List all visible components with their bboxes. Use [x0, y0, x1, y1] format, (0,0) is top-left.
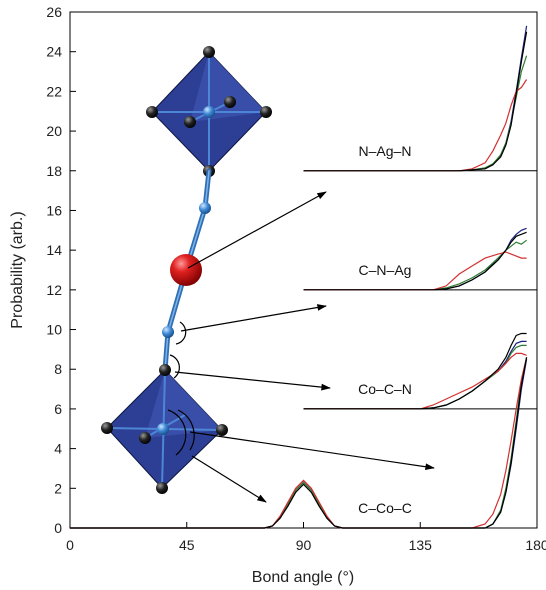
panel-label-c-n-ag: C–N–Ag [359, 262, 412, 278]
panel-label-co-c-n: Co–C–N [358, 381, 412, 397]
nitrogen-atom [199, 202, 211, 214]
silver-atom [170, 254, 202, 286]
y-axis-title: Probability (arb.) [9, 211, 26, 328]
y-tick-label: 24 [46, 44, 62, 60]
arrow-to-c-co-c-high [189, 431, 435, 471]
carbon-atom [184, 116, 196, 128]
angle-arc-c-co-c [177, 409, 195, 451]
y-tick-label: 22 [46, 83, 62, 99]
x-tick-label: 135 [409, 537, 433, 553]
angle-arc-c-n-ag [175, 321, 187, 345]
x-tick-label: 90 [296, 537, 312, 553]
y-tick-label: 6 [54, 401, 62, 417]
panel-labels: N–Ag–N C–N–Ag Co–C–N C–Co–C [358, 143, 412, 516]
y-tick-label: 14 [46, 242, 62, 258]
carbon-atom [224, 96, 236, 108]
carbon-atom [203, 46, 215, 58]
carbon-atom [159, 364, 171, 376]
y-tick-label: 26 [46, 4, 62, 20]
carbon-atom [216, 424, 228, 436]
y-tick-label: 16 [46, 202, 62, 218]
series-line-panel-2 [303, 344, 527, 410]
series-line-panel-0 [303, 79, 528, 172]
arrow-to-c-co-c-low [191, 455, 267, 503]
panel-label-n-ag-n: N–Ag–N [359, 143, 412, 159]
carbon-atom [260, 106, 272, 118]
series-line-panel-1 [303, 239, 527, 291]
series-line-panel-2 [303, 352, 527, 410]
series-line-panel-0 [303, 55, 528, 172]
y-tick-label: 20 [46, 123, 62, 139]
y-tick-label: 10 [46, 322, 62, 338]
data-series [70, 25, 528, 529]
arrow-to-c-n-ag [180, 304, 327, 332]
x-tick-label: 45 [179, 537, 195, 553]
angle-arc-co-c-n [169, 354, 180, 379]
series-line-panel-1 [303, 251, 527, 291]
arrow-to-co-c-n [174, 371, 331, 391]
carbon-atom [139, 432, 151, 444]
angle-arc-c-co-c [167, 409, 187, 456]
y-tick-label: 18 [46, 163, 62, 179]
series-line-panel-2 [303, 332, 527, 410]
arrow-to-n-ag-n [187, 191, 327, 269]
molecule-illustration [101, 46, 435, 503]
series-line-panel-1 [303, 227, 527, 291]
y-tick-label: 8 [54, 361, 62, 377]
series-line-panel-0 [303, 31, 528, 172]
y-tick-label: 12 [46, 282, 62, 298]
cobalt-atom [157, 423, 169, 435]
series-line-panel-3 [70, 357, 528, 529]
panel-label-c-co-c: C–Co–C [358, 500, 412, 516]
y-tick-label: 2 [54, 480, 62, 496]
carbon-atom [101, 422, 113, 434]
series-line-panel-1 [303, 231, 527, 291]
x-tick-label: 0 [66, 537, 74, 553]
cobalt-atom [203, 106, 215, 118]
y-tick-label: 0 [54, 520, 62, 536]
nitrogen-atom [162, 326, 174, 338]
x-axis-title: Bond angle (°) [252, 569, 354, 586]
y-tick-label: 4 [54, 441, 62, 457]
x-tick-label: 180 [525, 537, 546, 553]
carbon-atom [146, 106, 158, 118]
carbon-atom [156, 482, 168, 494]
